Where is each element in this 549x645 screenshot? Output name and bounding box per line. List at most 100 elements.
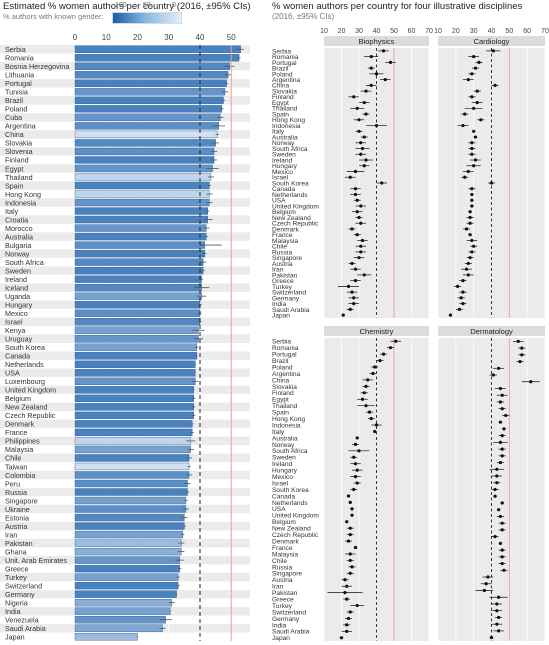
data-point [345,520,349,524]
country-label: Brazil [272,66,289,73]
bar [74,190,210,198]
country-label: Czech Republic [272,221,319,228]
data-point [353,169,358,174]
data-point [502,568,506,572]
bar [74,215,209,224]
bar [74,326,199,334]
data-point [364,404,368,408]
country-label: Norway [272,442,295,449]
data-point [345,629,349,633]
data-point [352,487,356,492]
category-label: Serbia [5,45,26,54]
category-label: Cuba [5,113,22,122]
data-point [355,436,359,440]
data-point [353,462,358,466]
data-point [360,238,365,243]
country-label: Sweden [272,455,296,462]
data-point [353,279,358,283]
category-label: Slovakia [5,139,32,148]
bar [74,207,209,215]
category-label: South Africa [5,258,44,267]
country-label: United Kingdom [272,203,319,210]
data-point [463,175,467,179]
data-point [491,49,495,53]
data-point [495,622,499,626]
data-point [346,616,351,621]
category-label: Brazil [5,96,23,105]
country-label: Russia [272,564,292,571]
country-label: Netherlands [272,500,308,507]
bar [74,156,215,164]
country-label: Canada [272,493,295,500]
category-label: Hungary [5,300,33,309]
data-point [498,440,503,444]
data-point [466,273,470,277]
data-point [475,89,479,93]
bar [74,139,216,147]
data-point [355,603,359,608]
data-point [456,284,460,289]
data-point [461,123,465,128]
x-tick-label: 40 [488,28,496,35]
data-point [369,55,373,59]
category-label: Greece [5,564,29,573]
bar [74,582,179,590]
category-label: Portugal [5,79,32,88]
bar [74,198,210,207]
data-point [369,416,373,421]
data-point [348,533,352,537]
country-label: Mexico [272,169,293,176]
data-point [369,83,373,87]
category-label: Belgium [5,394,31,403]
bar [74,181,210,190]
data-point [364,384,368,388]
data-point [348,307,352,311]
data-point [346,494,351,498]
bar [74,292,202,300]
bar [74,284,202,292]
x-tick-label: 40 [373,28,381,35]
bar [74,513,185,522]
category-label: South Korea [5,343,45,352]
right-chart-subtitle: (2016, ±95% CIs) [272,12,335,21]
data-point [350,565,354,569]
category-label: Ireland [5,275,27,284]
data-point [497,615,501,620]
x-tick-label: 70 [425,28,433,35]
data-point [353,442,358,446]
data-point [346,284,351,289]
category-label: Mexico [5,309,28,318]
data-point [468,221,472,225]
category-label: Taiwan [5,462,27,471]
x-tick-label: 30 [355,28,363,35]
country-label: Thailand [272,106,298,113]
data-point [374,423,379,427]
data-point [362,391,366,395]
data-point [457,307,461,311]
x-tick-label: 0 [73,33,78,42]
country-label: Italy [272,429,285,436]
bar [74,530,184,539]
category-label: Indonesia [5,198,36,207]
data-point [500,407,504,411]
data-point [470,204,474,208]
data-point [373,429,377,434]
bar [74,164,213,173]
data-point [357,256,361,260]
bar [74,505,187,513]
data-point [493,487,497,492]
country-label: South Africa [272,448,308,455]
category-label: Uruguay [5,335,33,344]
data-point [495,467,499,471]
panel-title: Dermatology [470,327,513,336]
bar [74,275,202,283]
data-point [500,454,504,458]
category-label: Pakistan [5,539,33,548]
bar [74,599,173,607]
country-label: Egypt [272,397,289,404]
category-label: Uganda [5,292,30,301]
country-label: Saudi Arabia [272,629,310,636]
data-point [350,261,354,266]
data-point [362,164,366,168]
data-point [495,609,499,613]
